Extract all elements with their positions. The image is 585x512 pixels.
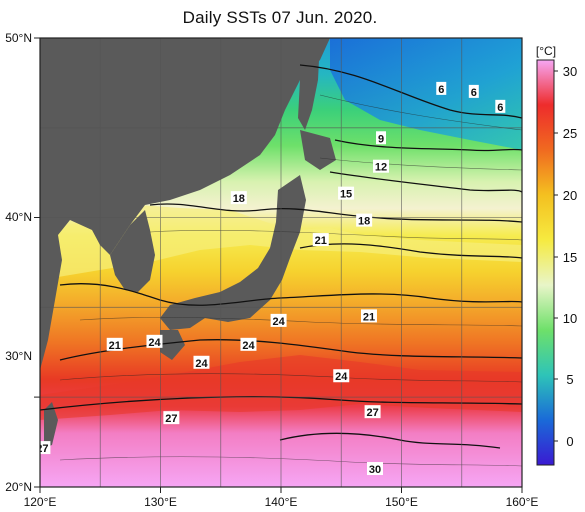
contour-label: 6 bbox=[438, 84, 444, 96]
contour-label-box bbox=[468, 84, 479, 98]
contour-label-box bbox=[230, 191, 247, 205]
colorbar-tick-0: 0 bbox=[566, 434, 573, 449]
contour-label: 6 bbox=[497, 102, 503, 114]
lat-label-40n: 40°N bbox=[5, 210, 32, 224]
contour-label-box bbox=[373, 159, 390, 173]
colorbar-tick-5: 5 bbox=[566, 372, 573, 387]
contour-label-box bbox=[356, 213, 373, 227]
land-korea bbox=[110, 210, 155, 292]
contour-label: 6 bbox=[471, 87, 477, 99]
contour-label: 24 bbox=[272, 316, 285, 328]
map-title: Daily SSTs 07 Jun. 2020. bbox=[182, 8, 378, 27]
contour-label-box bbox=[270, 313, 287, 327]
lat-label-50n: 50°N bbox=[5, 31, 32, 45]
contour-label: 21 bbox=[315, 235, 327, 247]
contour-label: 15 bbox=[340, 189, 352, 201]
isotherm-contours bbox=[40, 64, 522, 449]
contour-labels: 6 6 6 9 12 15 18 18 21 21 21 24 24 24 24 24 27 27 27 30 bbox=[36, 81, 506, 476]
contour-label: 24 bbox=[335, 371, 348, 383]
lat-label-20n: 20°N bbox=[5, 480, 32, 494]
contour-label: 27 bbox=[366, 407, 378, 419]
contour-label-box bbox=[40, 441, 51, 455]
contour-label-box bbox=[312, 233, 329, 247]
contour-label-box bbox=[376, 131, 387, 145]
lon-label-130e: 130°E bbox=[144, 495, 177, 509]
contour-label-box bbox=[366, 462, 383, 476]
contour-label: 24 bbox=[242, 340, 255, 352]
contour-label-box bbox=[333, 369, 350, 383]
contour-label-box bbox=[193, 355, 210, 369]
colorbar-scale bbox=[536, 59, 555, 466]
contour-label: 18 bbox=[358, 216, 370, 228]
contour-label: 24 bbox=[148, 337, 161, 349]
colorbar-tick-20: 20 bbox=[563, 188, 577, 203]
contour-label-box bbox=[364, 405, 381, 419]
contour-label: 12 bbox=[375, 162, 387, 174]
land-island bbox=[186, 121, 198, 133]
lon-label-120e: 120°E bbox=[24, 495, 57, 509]
contour-label-box bbox=[360, 309, 377, 323]
map-area: 6 6 6 9 12 15 18 18 21 21 21 24 24 24 24 24 27 27 27 30 bbox=[36, 38, 522, 487]
contour-label: 24 bbox=[195, 358, 208, 370]
contour-label: 27 bbox=[36, 443, 48, 455]
contour-label-box bbox=[240, 337, 257, 351]
contour-label-box bbox=[338, 186, 355, 200]
contour-label-box bbox=[163, 411, 180, 425]
lon-label-140e: 140°E bbox=[265, 495, 298, 509]
cold-water-region bbox=[330, 38, 522, 150]
contour-label: 21 bbox=[109, 340, 121, 352]
contour-label-box bbox=[436, 81, 447, 95]
contour-label-box bbox=[146, 334, 163, 348]
land-japan bbox=[160, 130, 336, 360]
land-taiwan bbox=[44, 402, 58, 448]
land-asia bbox=[40, 38, 330, 370]
colorbar-tick-25: 25 bbox=[563, 126, 577, 141]
lon-label-150e: 150°E bbox=[385, 495, 418, 509]
colorbar-tick-30: 30 bbox=[563, 64, 577, 79]
contour-label: 9 bbox=[378, 133, 384, 145]
contour-label-box bbox=[495, 99, 506, 113]
colorbar-tick-15: 15 bbox=[563, 250, 577, 265]
colorbar-unit: [°C] bbox=[536, 44, 556, 58]
contour-label-box bbox=[106, 337, 123, 351]
lon-label-160e: 160°E bbox=[506, 495, 539, 509]
axis-ticks bbox=[34, 37, 523, 493]
graticule bbox=[40, 38, 522, 487]
contour-label: 21 bbox=[363, 311, 375, 323]
land-sakhalin bbox=[298, 40, 320, 130]
contour-label: 27 bbox=[165, 413, 177, 425]
contour-label: 18 bbox=[233, 193, 245, 205]
colorbar: [°C] 30 25 20 15 10 5 0 bbox=[536, 44, 577, 466]
contour-label: 30 bbox=[369, 464, 381, 476]
lat-label-30n: 30°N bbox=[5, 349, 32, 363]
colorbar-tick-10: 10 bbox=[563, 311, 577, 326]
